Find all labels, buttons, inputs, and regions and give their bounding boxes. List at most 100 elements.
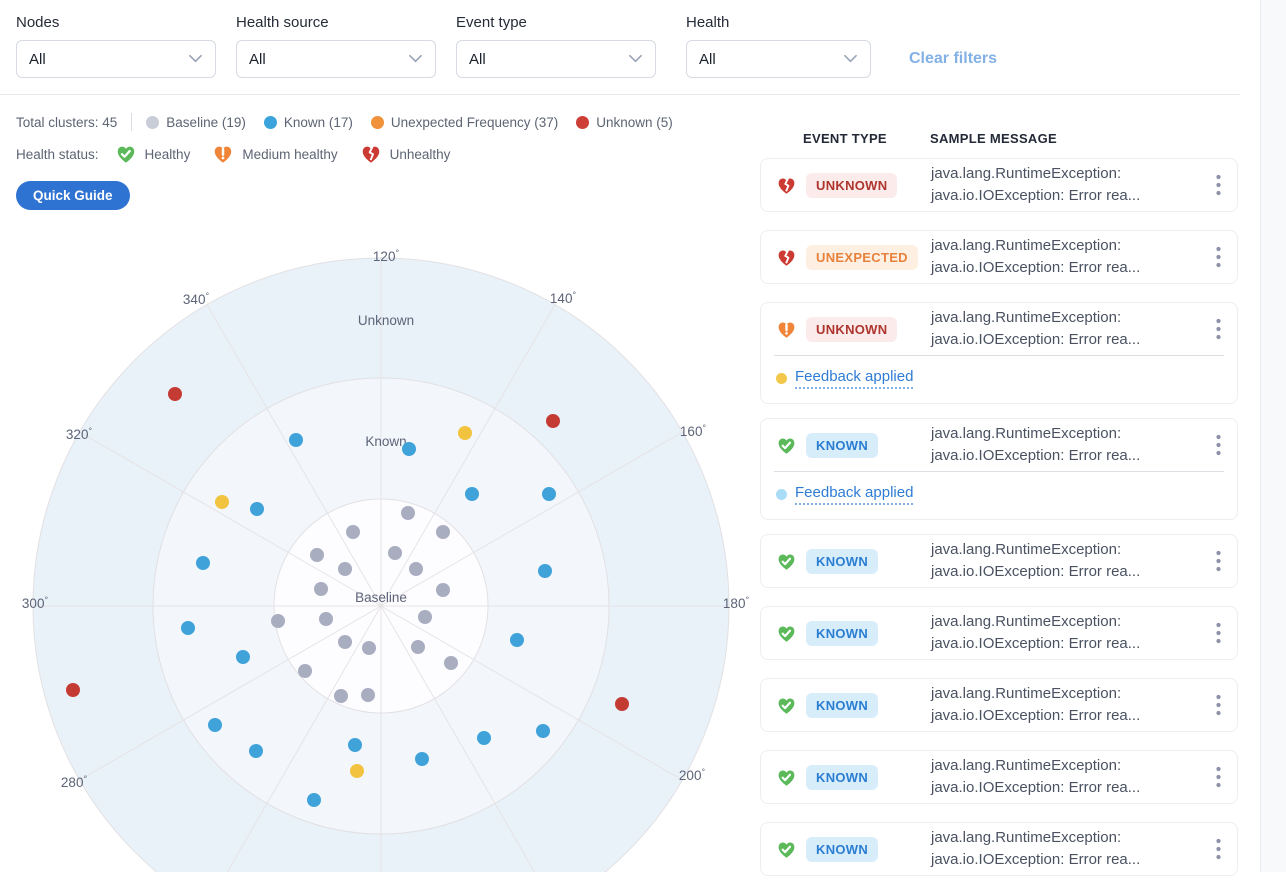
event-type-badge: KNOWN: [806, 432, 879, 458]
kebab-menu-icon: [1216, 174, 1221, 196]
data-point[interactable]: [350, 764, 364, 778]
ring-label: Unknown: [358, 313, 414, 328]
data-point[interactable]: [181, 621, 195, 635]
data-point[interactable]: [361, 688, 375, 702]
kebab-menu-icon: [1216, 766, 1221, 788]
data-point[interactable]: [477, 731, 491, 745]
data-point[interactable]: [542, 487, 556, 501]
row-actions-button[interactable]: [1210, 241, 1227, 274]
data-point[interactable]: [444, 656, 458, 670]
data-point[interactable]: [208, 718, 222, 732]
data-point[interactable]: [402, 442, 416, 456]
data-point[interactable]: [465, 487, 479, 501]
data-point[interactable]: [348, 738, 362, 752]
data-point[interactable]: [401, 506, 415, 520]
data-point[interactable]: [271, 614, 285, 628]
data-point[interactable]: [458, 426, 472, 440]
data-point[interactable]: [346, 525, 360, 539]
data-point[interactable]: [536, 724, 550, 738]
data-point[interactable]: [615, 697, 629, 711]
sample-message: java.lang.RuntimeException: java.io.IOExc…: [931, 425, 1141, 464]
filter-select[interactable]: All: [236, 40, 436, 78]
angle-tick-label: 320°: [66, 426, 93, 442]
data-point[interactable]: [411, 640, 425, 654]
feedback-applied-link[interactable]: Feedback applied: [795, 484, 914, 505]
data-point[interactable]: [250, 502, 264, 516]
data-point[interactable]: [298, 664, 312, 678]
data-point[interactable]: [388, 546, 402, 560]
filter-select[interactable]: All: [16, 40, 216, 78]
row-actions-button[interactable]: [1210, 761, 1227, 794]
filter-label: Event type: [456, 14, 527, 31]
scrollbar-track[interactable]: [1260, 0, 1286, 872]
event-type-badge: UNEXPECTED: [806, 244, 918, 270]
event-row: KNOWN java.lang.RuntimeException: java.io.…: [760, 822, 1238, 876]
angle-tick-label: 340°: [183, 291, 210, 307]
kebab-menu-icon: [1216, 246, 1221, 268]
data-point[interactable]: [334, 689, 348, 703]
data-point[interactable]: [409, 562, 423, 576]
filter-select[interactable]: All: [456, 40, 656, 78]
feedback-applied-link[interactable]: Feedback applied: [795, 368, 914, 389]
data-point[interactable]: [307, 793, 321, 807]
data-point[interactable]: [415, 752, 429, 766]
filter-select-value: All: [249, 50, 266, 68]
clear-filters-button[interactable]: Clear filters: [909, 50, 998, 67]
data-point[interactable]: [538, 564, 552, 578]
data-point[interactable]: [289, 433, 303, 447]
total-clusters-label: Total clusters: 45: [16, 114, 118, 130]
event-row: UNKNOWN java.lang.RuntimeException: java.i…: [760, 302, 1238, 404]
data-point[interactable]: [436, 525, 450, 539]
row-actions-button[interactable]: [1210, 833, 1227, 866]
sample-message: java.lang.RuntimeException: java.io.IOExc…: [931, 165, 1141, 204]
data-point[interactable]: [362, 641, 376, 655]
angle-tick-label: 140°: [550, 290, 577, 306]
data-point[interactable]: [196, 556, 210, 570]
data-point[interactable]: [249, 744, 263, 758]
legend-dot-icon: [576, 115, 590, 129]
data-point[interactable]: [310, 548, 324, 562]
data-point[interactable]: [215, 495, 229, 509]
healthy-heart-icon: [778, 770, 795, 786]
angle-tick-label: 160°: [680, 423, 707, 439]
row-actions-button[interactable]: [1210, 545, 1227, 578]
filter-select[interactable]: All: [686, 40, 871, 78]
filter-label: Health source: [236, 14, 329, 31]
quick-guide-button[interactable]: Quick Guide: [16, 181, 130, 210]
data-point[interactable]: [546, 414, 560, 428]
data-point[interactable]: [314, 582, 328, 596]
row-actions-button[interactable]: [1210, 689, 1227, 722]
data-point[interactable]: [436, 583, 450, 597]
event-type-badge: KNOWN: [806, 692, 879, 718]
row-actions-button[interactable]: [1210, 169, 1227, 202]
health-item-label: Medium healthy: [242, 146, 338, 162]
ring-label: Known: [365, 434, 406, 449]
data-point[interactable]: [338, 635, 352, 649]
filter-select-value: All: [469, 50, 486, 68]
row-actions-button[interactable]: [1210, 617, 1227, 650]
data-point[interactable]: [168, 387, 182, 401]
data-point[interactable]: [338, 562, 352, 576]
data-point[interactable]: [236, 650, 250, 664]
legend-item-label: Unexpected Frequency (37): [390, 114, 559, 130]
sample-message: java.lang.RuntimeException: java.io.IOExc…: [931, 829, 1141, 868]
health-status-label: Health status:: [16, 146, 99, 162]
filter-group-nodes: Nodes All: [16, 14, 216, 78]
event-row: KNOWN java.lang.RuntimeException: java.io.…: [760, 678, 1238, 732]
data-point[interactable]: [66, 683, 80, 697]
data-point[interactable]: [510, 633, 524, 647]
angle-tick-label: 280°: [61, 774, 88, 790]
data-point[interactable]: [418, 610, 432, 624]
filter-group-event-type: Event type All: [456, 14, 656, 78]
legend-item-label: Known (17): [283, 114, 353, 130]
data-point[interactable]: [319, 612, 333, 626]
feedback-dot-icon: [776, 373, 787, 384]
table-header: EVENT TYPE SAMPLE MESSAGE: [760, 122, 1238, 158]
row-actions-button[interactable]: [1210, 429, 1227, 462]
row-actions-button[interactable]: [1210, 313, 1227, 346]
angle-tick-label: 300°: [22, 595, 49, 611]
kebab-menu-icon: [1216, 838, 1221, 860]
feedback-row: Feedback applied: [774, 471, 1224, 519]
sample-message: java.lang.RuntimeException: java.io.IOExc…: [931, 613, 1141, 652]
chevron-down-icon: [629, 54, 642, 63]
